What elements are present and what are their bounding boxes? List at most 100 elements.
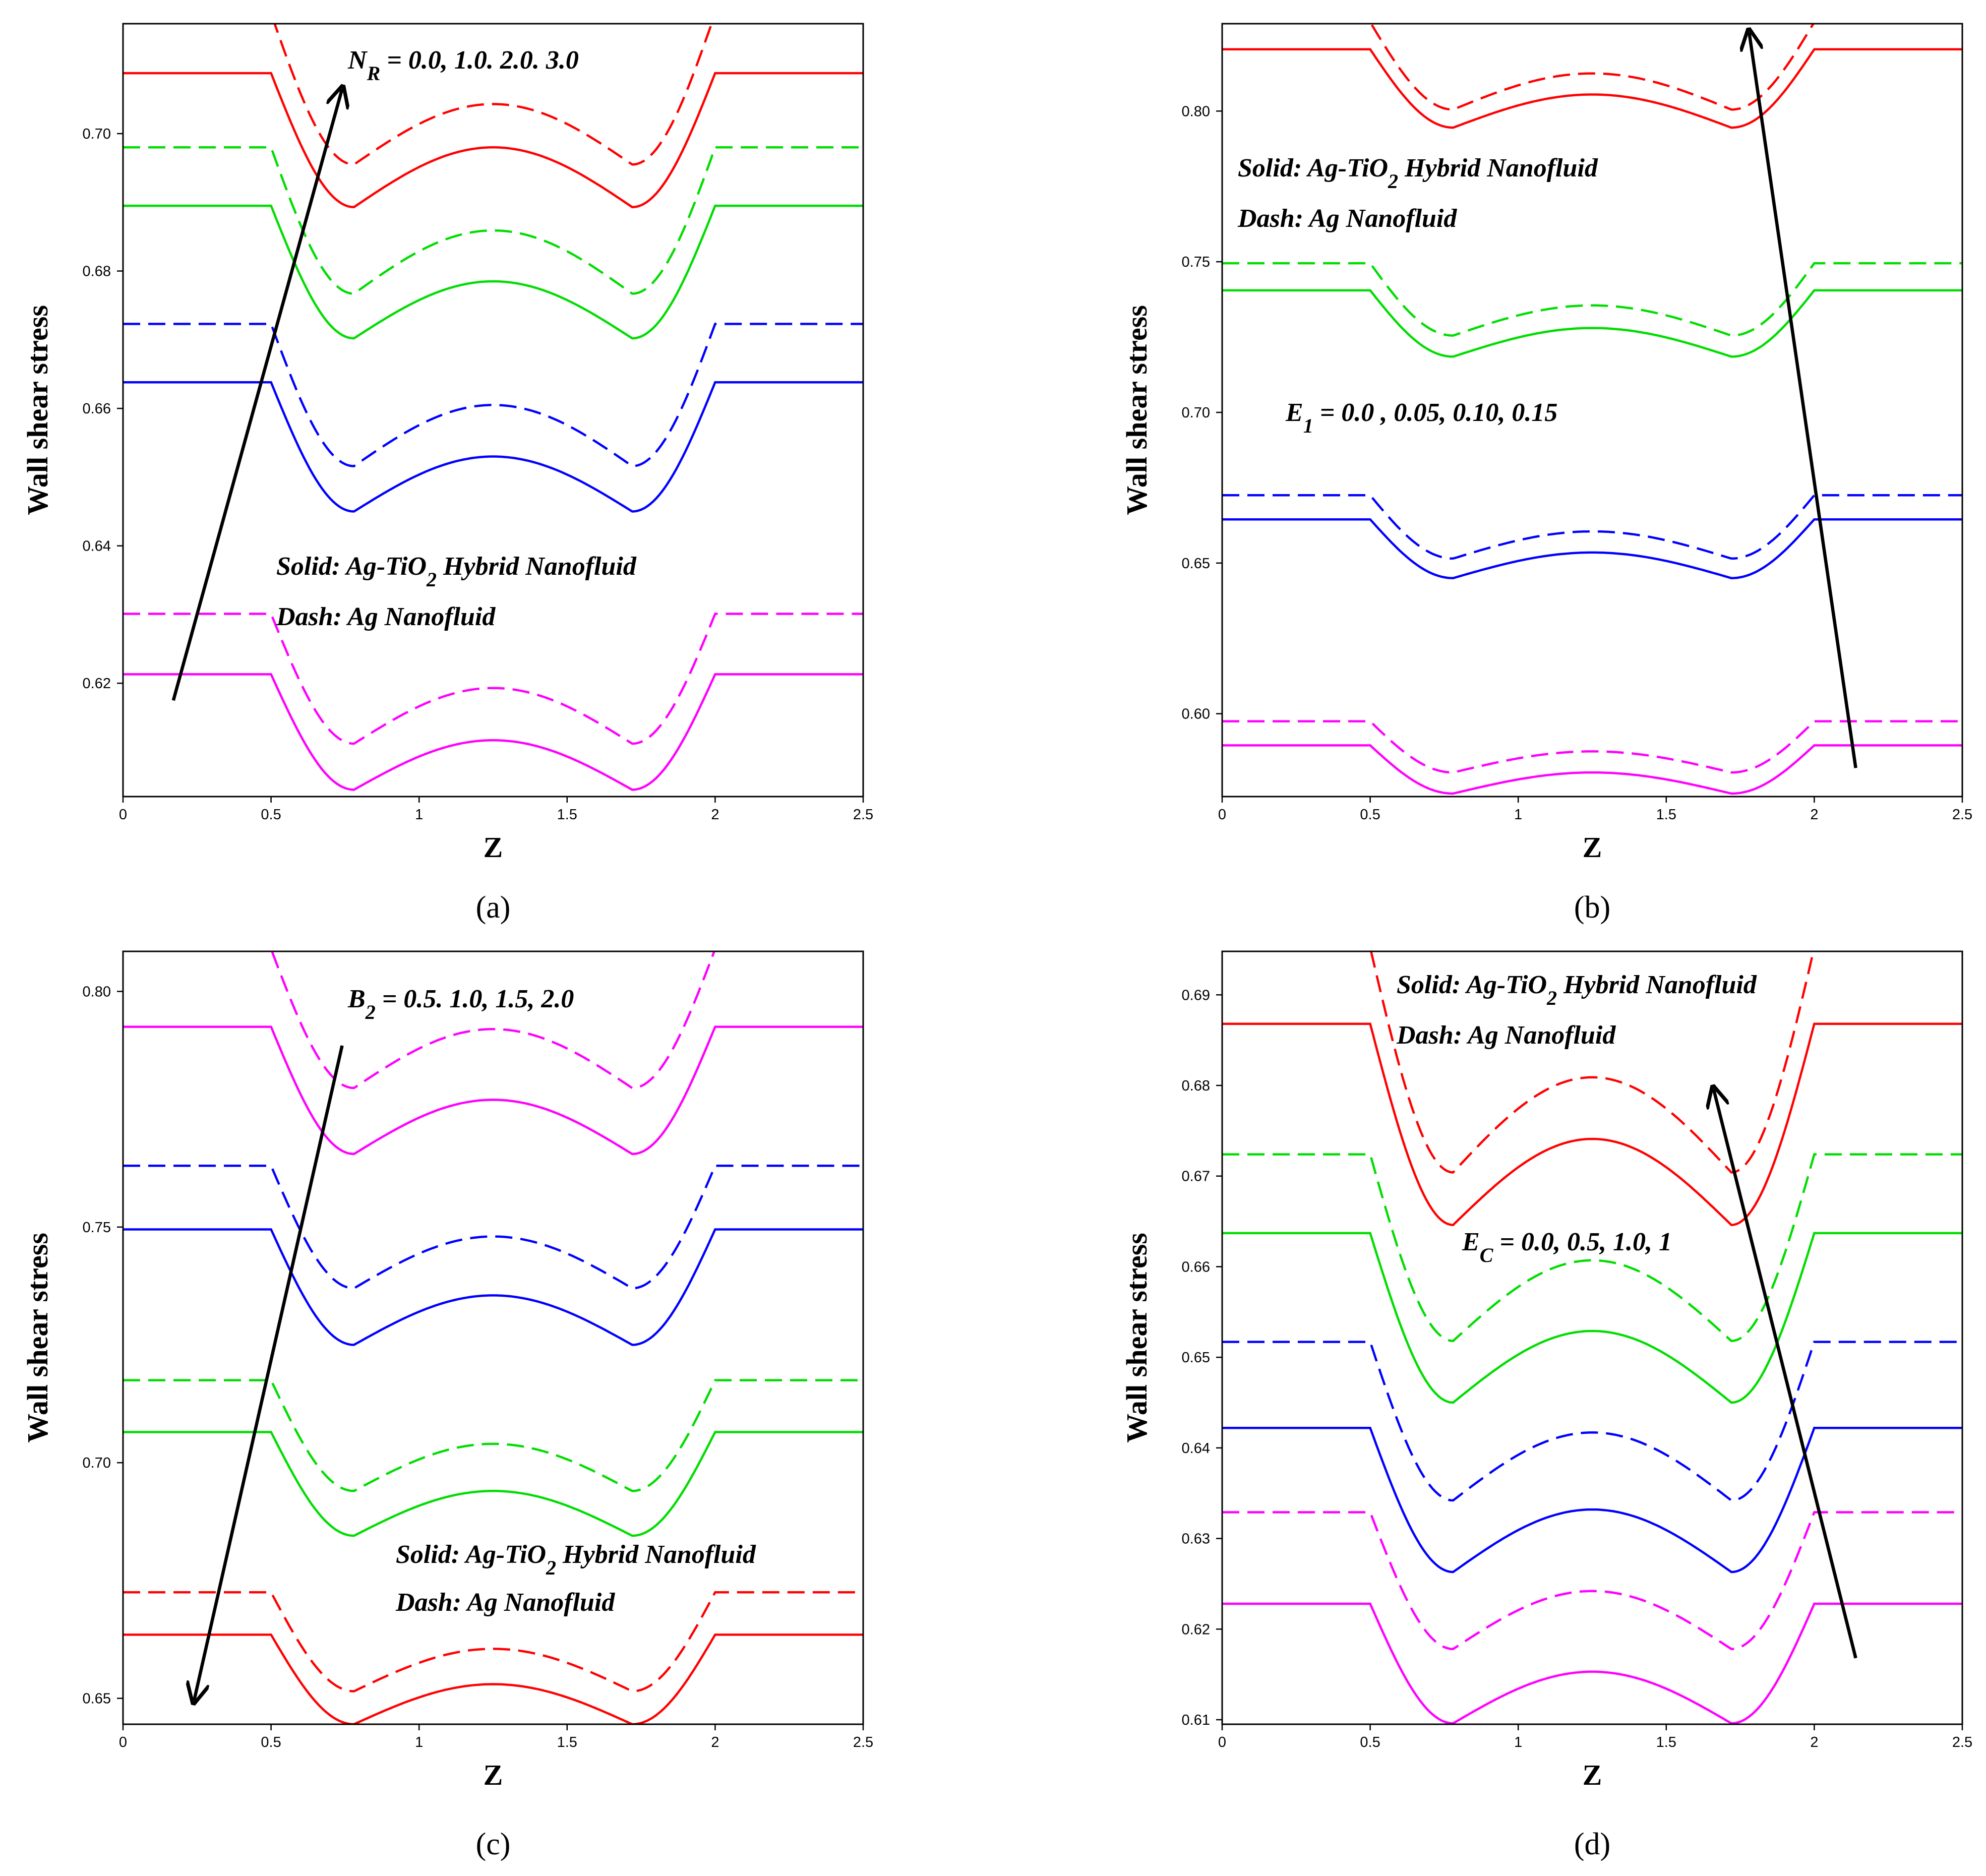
parameter-annotation: E1 = 0.0 , 0.05, 0.10, 0.15	[1285, 398, 1557, 437]
x-tick-label: 0	[119, 1734, 127, 1750]
x-tick-label: 1	[415, 1734, 423, 1750]
series-line-green-solid	[123, 1431, 863, 1537]
legend-solid-label: Solid: Ag-TiO2 Hybrid Nanofluid	[1397, 971, 1757, 1009]
series-line-green-solid	[1222, 1232, 1962, 1404]
parameter-annotation: B2 = 0.5. 1.0, 1.5, 2.0	[347, 985, 574, 1023]
y-tick-label: 0.62	[83, 676, 111, 692]
y-tick-label: 0.75	[1182, 254, 1210, 270]
x-tick-label: 0.5	[1360, 807, 1380, 823]
panel-c: 0 0.5 1 1.5 2 2.5 0.65 0.70 0.75 0.80 Z Wall shear …	[21, 950, 873, 1861]
y-axis-title: Wall shear stress	[1120, 305, 1153, 515]
y-tick-label: 0.62	[1182, 1621, 1210, 1638]
legend-solid-label: Solid: Ag-TiO2 Hybrid Nanofluid	[1238, 154, 1598, 193]
series-line-red-dashed	[123, 1591, 863, 1692]
y-tick-label: 0.68	[83, 264, 111, 280]
panel-caption: (c)	[476, 1827, 511, 1861]
x-tick-label: 2	[711, 807, 719, 823]
series-group	[123, 24, 863, 791]
y-tick-label: 0.67	[1182, 1169, 1210, 1185]
trend-arrow	[194, 1045, 344, 1701]
series-line-magenta-dashed	[1222, 720, 1962, 774]
series-line-magenta-dashed	[270, 951, 716, 1090]
x-axis-title: Z	[484, 1759, 503, 1791]
series-line-blue-dashed	[1222, 1341, 1962, 1502]
y-tick-label: 0.64	[1182, 1440, 1210, 1457]
series-line-red-solid	[1222, 1022, 1962, 1227]
series-line-green-dashed	[123, 1379, 863, 1492]
panel-b: 0 0.5 1 1.5 2 2.5 0.60 0.65 0.70 0.75 0.80 Z Wall sh…	[1120, 23, 1972, 925]
legend-dash-label: Dash: Ag Nanofluid	[276, 602, 496, 631]
x-tick-label: 2	[1810, 807, 1818, 823]
series-line-magenta-solid	[123, 1025, 863, 1156]
legend-dash-label: Dash: Ag Nanofluid	[1237, 204, 1457, 233]
panel-caption: (a)	[476, 890, 511, 925]
x-axis-title: Z	[1583, 831, 1602, 864]
y-tick-label: 0.66	[1182, 1259, 1210, 1275]
x-tick-label: 0	[119, 807, 127, 823]
x-tick-label: 1.5	[1656, 1734, 1676, 1750]
x-tick-label: 2.5	[1952, 1734, 1972, 1750]
x-tick-label: 2.5	[1952, 807, 1972, 823]
trend-arrow	[171, 89, 342, 701]
series-line-red-solid	[123, 72, 863, 209]
x-tick-label: 2.5	[853, 807, 873, 823]
x-tick-label: 1	[1514, 1734, 1522, 1750]
series-line-red-dashed	[1369, 951, 1815, 1174]
y-tick-label: 0.80	[1182, 103, 1210, 119]
x-tick-label: 1.5	[557, 1734, 577, 1750]
series-line-magenta-solid	[1222, 744, 1962, 795]
x-tick-label: 1	[415, 807, 423, 823]
trend-arrow	[1749, 32, 1857, 768]
panel-caption: (d)	[1574, 1827, 1610, 1861]
panel-d: 0 0.5 1 1.5 2 2.5 0.61 0.62 0.63 0.64 0.65 0.66 0.67…	[1120, 950, 1972, 1861]
series-group	[1222, 951, 1962, 1724]
y-tick-label: 0.65	[1182, 1350, 1210, 1366]
series-line-blue-solid	[1222, 1427, 1962, 1574]
series-line-red-dashed	[273, 24, 713, 166]
x-tick-label: 0.5	[261, 807, 281, 823]
y-tick-label: 0.75	[83, 1220, 111, 1236]
y-tick-label: 0.60	[1182, 706, 1210, 722]
series-line-blue-solid	[123, 1228, 863, 1346]
series-line-blue-solid	[1222, 518, 1962, 579]
x-tick-label: 2	[1810, 1734, 1818, 1750]
series-line-blue-dashed	[123, 1165, 863, 1290]
y-tick-label: 0.63	[1182, 1531, 1210, 1547]
trend-arrow	[1714, 1089, 1857, 1659]
y-tick-label: 0.61	[1182, 1712, 1210, 1728]
series-line-magenta-solid	[123, 673, 863, 791]
x-tick-label: 0	[1218, 1734, 1226, 1750]
plot-frame	[122, 950, 864, 1725]
y-tick-label: 0.80	[83, 984, 111, 1000]
x-tick-label: 0	[1218, 807, 1226, 823]
y-tick-label: 0.68	[1182, 1078, 1210, 1094]
series-line-blue-solid	[123, 381, 863, 513]
plot-frame	[1221, 23, 1963, 798]
y-tick-label: 0.70	[1182, 405, 1210, 421]
x-tick-label: 1.5	[557, 807, 577, 823]
series-line-red-solid	[1222, 48, 1962, 129]
series-line-green-dashed	[1222, 262, 1962, 337]
legend-dash-label: Dash: Ag Nanofluid	[1396, 1021, 1616, 1050]
y-tick-label: 0.69	[1182, 987, 1210, 1003]
x-tick-label: 1.5	[1656, 807, 1676, 823]
x-axis-title: Z	[484, 831, 503, 864]
series-line-red-solid	[123, 1633, 863, 1724]
y-tick-label: 0.65	[1182, 556, 1210, 572]
y-tick-label: 0.70	[83, 1455, 111, 1471]
plot-frame	[122, 23, 864, 798]
y-axis-title: Wall shear stress	[21, 1233, 54, 1443]
panel-a: 0 0.5 1 1.5 2 2.5 0.62 0.64 0.66 0.68 0.70 Z Wall sh…	[21, 23, 873, 925]
y-axis-title: Wall shear stress	[1120, 1233, 1153, 1443]
series-line-red-dashed	[1369, 24, 1815, 111]
y-tick-label: 0.66	[83, 401, 111, 417]
panel-caption: (b)	[1574, 890, 1610, 925]
series-line-green-solid	[1222, 289, 1962, 358]
series-group	[1222, 24, 1962, 795]
legend-dash-label: Dash: Ag Nanofluid	[395, 1588, 615, 1617]
x-tick-label: 0.5	[1360, 1734, 1380, 1750]
legend-solid-label: Solid: Ag-TiO2 Hybrid Nanofluid	[276, 552, 637, 591]
y-axis-title: Wall shear stress	[21, 305, 54, 515]
series-line-magenta-dashed	[123, 613, 863, 745]
